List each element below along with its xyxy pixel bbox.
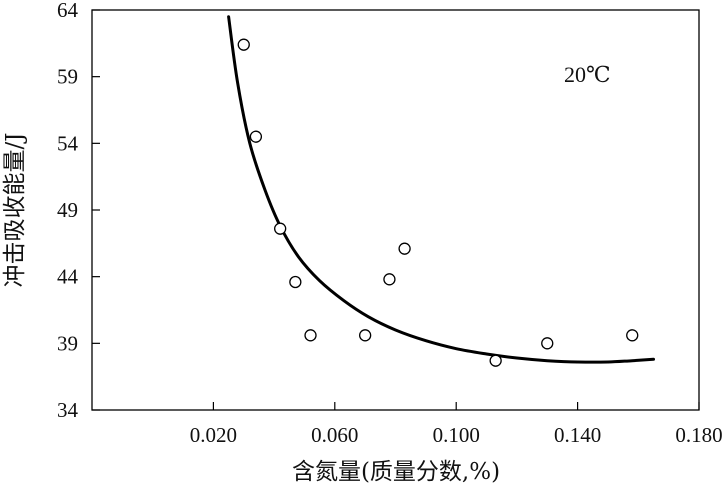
data-point [289,275,302,289]
x-tick-label: 0.020 [190,423,237,447]
y-tick-label: 64 [57,0,79,22]
data-point [304,329,317,342]
x-axis-title: 含氮量(质量分数,%) [292,459,500,485]
data-point [249,130,263,143]
y-tick-label: 34 [57,398,79,422]
data-point [541,337,554,350]
temperature-annotation: 20℃ [564,62,611,87]
data-point [398,242,411,255]
y-tick-label: 39 [57,331,78,355]
fit-curve [227,15,655,364]
x-tick-label: 0.060 [311,423,358,447]
x-tick-label: 0.140 [554,423,601,447]
y-tick-label: 44 [57,265,79,289]
data-point [626,329,639,342]
data-point [274,222,287,235]
y-axis-title: 冲击吸收能量/J [2,133,28,288]
data-points-layer [237,38,639,367]
x-tick-label: 0.180 [675,423,722,447]
x-tick-label: 0.100 [433,423,480,447]
y-tick-label: 49 [57,198,78,222]
axis-ticks: 0.020 0.060 0.100 0.140 0.180 34 39 44 49 54 59 64 [57,0,722,447]
fit-curve-layer [227,15,655,364]
data-point [383,273,396,286]
data-point [237,38,250,51]
y-tick-label: 59 [57,65,78,89]
data-point [358,329,372,342]
data-point [489,354,502,367]
y-tick-label: 54 [57,131,79,155]
